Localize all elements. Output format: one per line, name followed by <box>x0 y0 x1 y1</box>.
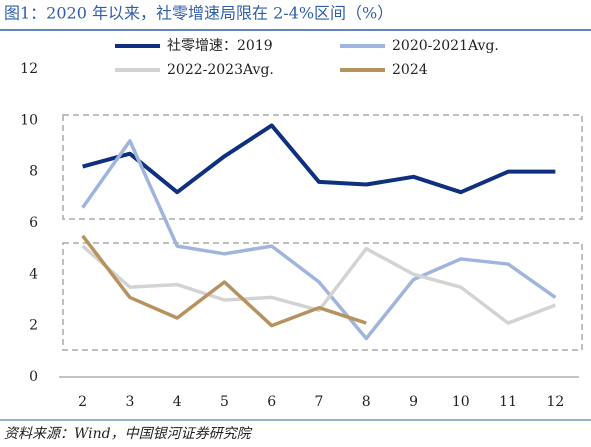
source: 资料来源：Wind，中国银河证券研究院 <box>4 426 253 442</box>
series-line <box>81 234 367 328</box>
chart-title: 图1：2020 年以来，社零增速局限在 2-4%区间（%） <box>4 4 393 23</box>
x-tick-label: 6 <box>267 394 276 410</box>
legend-label: 2024 <box>392 62 428 78</box>
x-tick-label: 7 <box>315 394 324 410</box>
x-tick-label: 10 <box>452 394 470 410</box>
range-box <box>62 114 583 220</box>
y-tick-label: 4 <box>29 266 38 282</box>
legend-label: 社零增速：2019 <box>167 38 273 54</box>
series-line <box>81 139 557 341</box>
y-tick-label: 12 <box>20 61 38 77</box>
x-tick-label: 12 <box>546 394 564 410</box>
y-tick-label: 6 <box>29 215 38 231</box>
series-line <box>81 244 556 325</box>
y-tick-label: 10 <box>20 112 38 128</box>
legend-label: 2020-2021Avg. <box>392 38 499 54</box>
x-tick-label: 3 <box>125 394 134 410</box>
y-tick-label: 0 <box>29 369 38 385</box>
x-tick-label: 5 <box>220 394 229 410</box>
y-tick-label: 2 <box>29 318 38 334</box>
x-tick-label: 4 <box>173 394 182 410</box>
series-line <box>82 123 556 195</box>
x-tick-label: 2 <box>78 394 87 410</box>
y-tick-label: 8 <box>29 164 38 180</box>
x-tick-label: 8 <box>362 394 371 410</box>
x-tick-label: 9 <box>409 394 418 410</box>
range-box <box>62 242 583 351</box>
legend-label: 2022-2023Avg. <box>167 62 274 78</box>
x-tick-label: 11 <box>499 394 517 410</box>
